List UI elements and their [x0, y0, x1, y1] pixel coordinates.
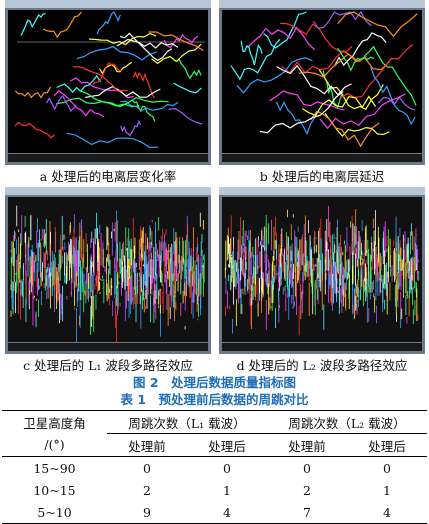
trace [132, 99, 156, 122]
screenshot-panel [219, 0, 425, 165]
table-cell: 0 [143, 460, 151, 476]
trace [333, 32, 387, 67]
trace [79, 89, 169, 108]
table-cell: 0 [223, 460, 231, 476]
figure-title: 图 2 处理后数据质量指标图 [132, 375, 297, 390]
trace [263, 11, 307, 49]
trace [96, 11, 121, 35]
trace [168, 107, 203, 125]
table-title: 表 1 预处理前后数据的周跳对比 [120, 392, 309, 407]
trace [120, 119, 142, 137]
status-bar [222, 154, 422, 162]
table-cell: 9 [143, 504, 151, 520]
trace [173, 82, 202, 94]
table: 卫星高度角 周跳次数（L₁ 载波） 周跳次数（L₂ 载波） /(°) 处理前 处… [2, 410, 427, 524]
trace [247, 26, 316, 51]
trace [337, 11, 418, 38]
plot-area [8, 197, 208, 342]
trace [301, 95, 377, 117]
table-cell: 4 [383, 504, 391, 520]
table-cell: 1 [223, 482, 231, 498]
header-cell: /(°) [44, 437, 65, 453]
caption: d 处理后的 L₂ 波段多路径效应 [236, 358, 408, 373]
table-cell: 0 [383, 460, 391, 476]
trace [53, 90, 105, 118]
trace [319, 93, 406, 130]
trace [377, 96, 416, 111]
trace [132, 70, 155, 99]
trace [14, 86, 52, 99]
trace [56, 74, 102, 94]
trace [312, 10, 372, 30]
trace [163, 33, 199, 49]
trace [363, 45, 417, 106]
plot-area [222, 10, 422, 153]
trace [92, 62, 122, 85]
header-cell: 处理后 [208, 438, 246, 454]
status-bar [8, 343, 208, 351]
table-cell: 1 [383, 482, 391, 498]
trace [318, 69, 384, 111]
table-row: 15~90 0 0 0 0 [2, 457, 427, 480]
caption: b 处理后的电离层延迟 [259, 169, 385, 184]
trace [275, 101, 320, 135]
header-cell: 周跳次数（L₁ 载波） [107, 410, 267, 434]
trace [14, 121, 55, 139]
title-bar [219, 187, 425, 195]
caption: c 处理后的 L₁ 波段多路径效应 [23, 358, 193, 373]
trace [236, 57, 313, 94]
table-row: 10~15 2 1 2 1 [2, 479, 427, 501]
trace [339, 43, 414, 99]
title-bar [5, 0, 211, 8]
header-cell: 处理前 [288, 438, 326, 454]
trace [240, 40, 263, 66]
trace [151, 43, 202, 65]
status-bar [8, 154, 208, 162]
header-cell: 处理后 [368, 438, 406, 454]
screenshot-panel [5, 187, 211, 354]
trace [269, 90, 345, 111]
header-cell: 卫星高度角 [23, 415, 86, 431]
table-cell: 7 [303, 504, 311, 520]
trace [46, 94, 77, 113]
trace [119, 32, 173, 62]
caption: a 处理后的电离层变化率 [39, 169, 177, 184]
table-cell: 5~10 [37, 504, 72, 520]
header-cell: 处理前 [128, 438, 166, 454]
trace [43, 11, 83, 39]
trace [76, 45, 157, 61]
trace [85, 86, 161, 99]
trace [276, 64, 352, 96]
table-cell: 2 [303, 482, 311, 498]
table-row: 5~10 9 4 7 4 [2, 501, 427, 524]
table-cell: 4 [223, 504, 231, 520]
screenshot-panel [219, 187, 425, 354]
trace [116, 38, 179, 49]
trace [120, 100, 179, 112]
title-bar [219, 0, 425, 8]
trace [20, 12, 46, 36]
screenshot-panel [5, 0, 211, 165]
table-cell: 15~90 [33, 460, 76, 476]
trace [259, 90, 344, 134]
status-bar [222, 343, 422, 351]
table-cell: 2 [143, 482, 151, 498]
trace [66, 132, 159, 149]
trace [230, 38, 281, 81]
trace [370, 66, 416, 126]
title-bar [5, 187, 211, 195]
table-cell: 10~15 [33, 482, 76, 498]
trace [176, 58, 202, 80]
header-cell: 周跳次数（L₂ 载波） [266, 410, 427, 434]
table-cell: 0 [303, 460, 311, 476]
trace [148, 31, 204, 52]
trace [72, 66, 128, 92]
trace [337, 47, 375, 72]
